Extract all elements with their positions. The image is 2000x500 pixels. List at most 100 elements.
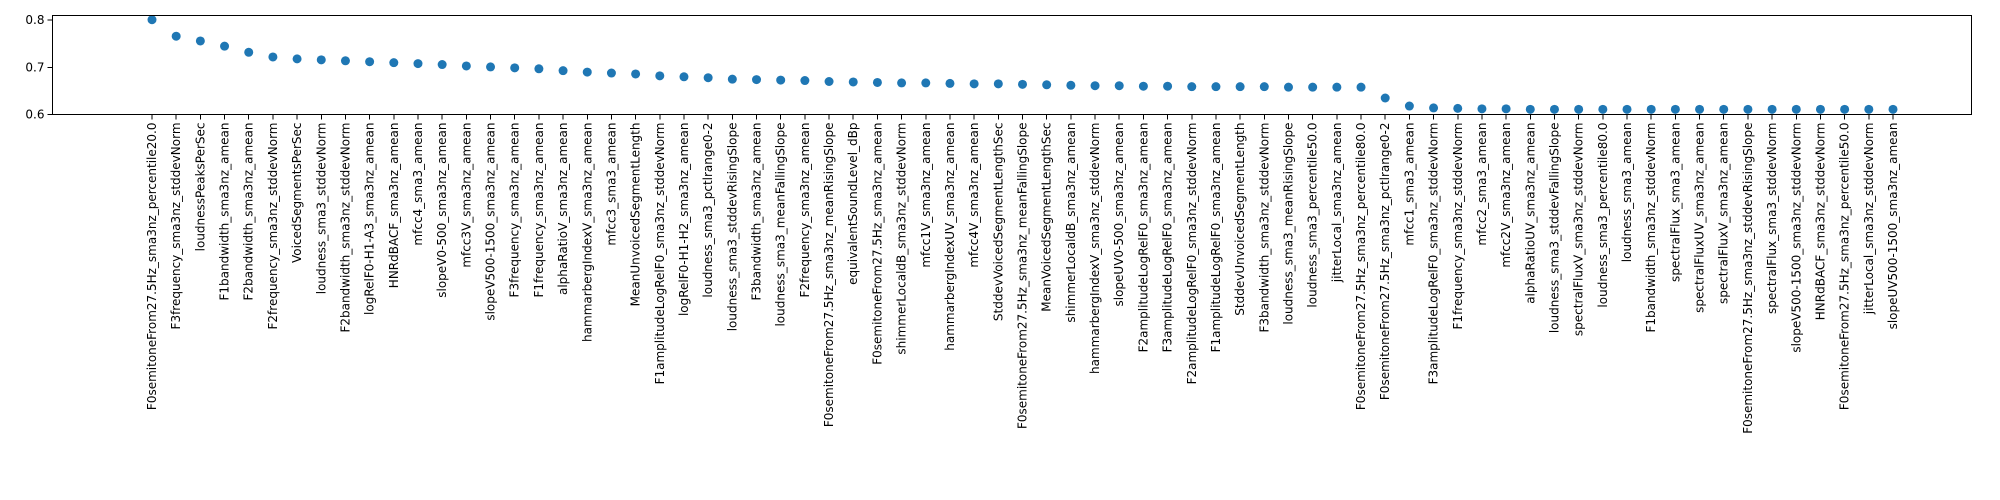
x-tick-label: loudness_sma3_pctlrange0-2	[701, 123, 715, 298]
data-point	[824, 77, 834, 86]
x-tick-label: F0semitoneFrom27.5Hz_sma3nz_percentile80…	[1354, 123, 1368, 411]
x-tick-label: F1bandwidth_sma3nz_amean	[218, 123, 232, 301]
data-point	[1211, 82, 1221, 92]
data-point	[1646, 104, 1656, 114]
x-tick-label: mfcc3V_sma3nz_amean	[459, 123, 473, 268]
x-tick-label: StddevUnvoicedSegmentLength	[1233, 123, 1247, 316]
x-tick-label: loudnessPeaksPerSec	[193, 123, 207, 252]
x-tick-label: mfcc1_sma3_amean	[1402, 123, 1416, 246]
data-point	[437, 60, 447, 70]
data-point	[244, 47, 254, 57]
x-tick-label: F3amplitudeLogRelF0_sma3nz_stddevNorm	[1427, 123, 1441, 385]
x-tick-label: spectralFluxUV_sma3nz_amean	[1693, 123, 1707, 313]
x-tick-label: jitterLocal_sma3nz_stddevNorm	[1862, 122, 1876, 315]
x-tick-label: mfcc1V_sma3nz_amean	[919, 123, 933, 268]
data-point	[1429, 103, 1439, 113]
data-point	[606, 68, 616, 78]
data-point	[1888, 104, 1898, 114]
data-point	[1138, 81, 1148, 91]
x-tick-label: F2bandwidth_sma3nz_stddevNorm	[338, 123, 352, 333]
x-tick-label: F0semitoneFrom27.5Hz_sma3nz_percentile50…	[1838, 123, 1852, 411]
x-tick-label: shimmerLocaldB_sma3nz_amean	[1064, 123, 1078, 323]
data-point	[703, 73, 713, 83]
x-tick-label: hammarbergIndexV_sma3nz_stddevNorm	[1088, 123, 1102, 374]
x-tick-label: HNRdBACF_sma3nz_amean	[387, 123, 401, 289]
x-tick-label: HNRdBACF_sma3nz_stddevNorm	[1813, 123, 1827, 321]
data-point	[1235, 82, 1245, 92]
x-tick-label: F0semitoneFrom27.5Hz_sma3nz_amean	[870, 123, 884, 365]
data-point	[1549, 104, 1559, 114]
x-tick-label: jitterLocal_sma3nz_amean	[1330, 123, 1344, 284]
data-point	[1042, 80, 1052, 90]
x-tick-label: equivalentSoundLevel_dBp	[846, 123, 860, 285]
x-tick-label: F3bandwidth_sma3nz_amean	[750, 123, 764, 301]
data-point	[1598, 104, 1608, 114]
data-point	[413, 59, 423, 69]
data-point	[752, 75, 762, 85]
x-tick-label: slopeUV500-1500_sma3nz_amean	[1886, 123, 1900, 330]
x-tick-label: F0semitoneFrom27.5Hz_sma3nz_pctlrange0-2	[1378, 123, 1392, 401]
data-point	[1283, 82, 1293, 92]
x-tick-label: F2amplitudeLogRelF0_sma3nz_amean	[1136, 123, 1150, 353]
x-tick-label: F0semitoneFrom27.5Hz_sma3nz_percentile20…	[145, 123, 159, 411]
x-tick-label: F2amplitudeLogRelF0_sma3nz_stddevNorm	[1185, 123, 1199, 385]
x-tick-label: loudness_sma3_amean	[1620, 123, 1634, 263]
data-point	[1187, 82, 1197, 92]
data-point	[800, 76, 810, 86]
x-tick-label: slopeV0-500_sma3nz_amean	[435, 122, 449, 297]
x-tick-label: F0semitoneFrom27.5Hz_sma3nz_stddevRising…	[1741, 122, 1755, 433]
x-tick-label: F2frequency_sma3nz_amean	[798, 123, 812, 298]
x-tick-label: loudness_sma3_meanRisingSlope	[1281, 123, 1295, 325]
x-tick-label: F1frequency_sma3nz_stddevNorm	[1451, 123, 1465, 330]
x-tick-label: StddevVoicedSegmentLengthSec	[991, 123, 1005, 322]
x-tick-label: F3frequency_sma3nz_stddevNorm	[169, 122, 183, 329]
x-tick-label: logRelF0-H1-H2_sma3nz_amean	[677, 123, 691, 317]
x-tick-label: logRelF0-H1-A3_sma3nz_amean	[363, 123, 377, 315]
x-tick-label: F2bandwidth_sma3nz_amean	[242, 123, 256, 301]
data-point	[510, 63, 520, 73]
y-tick-label: 0.8	[25, 13, 44, 27]
data-point	[1815, 104, 1825, 114]
data-point	[220, 41, 230, 51]
data-point	[340, 56, 350, 66]
data-point	[534, 64, 544, 74]
data-point	[1840, 104, 1850, 114]
x-tick-label: F2frequency_sma3nz_stddevNorm	[266, 123, 280, 330]
x-tick-label: spectralFluxV_sma3nz_stddevNorm	[1572, 123, 1586, 337]
x-tick-label: hammarbergIndexV_sma3nz_amean	[580, 123, 594, 342]
data-point	[1453, 103, 1463, 113]
x-tick-label: F1amplitudeLogRelF0_sma3nz_amean	[1209, 123, 1223, 353]
x-tick-label: MeanVoicedSegmentLengthSec	[1040, 123, 1054, 312]
data-point	[1308, 82, 1318, 92]
x-tick-label: mfcc2_sma3_amean	[1475, 123, 1489, 246]
x-tick-label: VoicedSegmentsPerSec	[290, 123, 304, 264]
data-point	[1114, 81, 1124, 91]
x-tick-label: mfcc4V_sma3nz_amean	[967, 123, 981, 268]
data-point	[631, 69, 641, 79]
data-point	[1332, 82, 1342, 92]
data-point	[1670, 104, 1680, 114]
x-tick-label: F3amplitudeLogRelF0_sma3nz_amean	[1161, 123, 1175, 353]
data-point	[558, 66, 568, 76]
plot-frame	[52, 15, 1972, 115]
data-point	[1719, 104, 1729, 114]
data-point	[1356, 82, 1366, 92]
data-point	[969, 79, 979, 89]
data-point	[945, 78, 955, 88]
x-tick-label: mfcc4_sma3_amean	[411, 122, 425, 245]
data-point	[1695, 104, 1705, 114]
data-point	[316, 55, 326, 65]
data-point	[292, 54, 302, 64]
data-point	[872, 77, 882, 87]
x-tick-label: F0semitoneFrom27.5Hz_sma3nz_meanRisingSl…	[822, 123, 836, 428]
x-tick-label: loudness_sma3_stddevRisingSlope	[725, 123, 739, 332]
data-point	[195, 36, 205, 46]
x-tick-label: spectralFlux_sma3_stddevNorm	[1765, 123, 1779, 314]
y-tick-label: 0.6	[25, 108, 44, 122]
data-point	[1622, 104, 1632, 114]
data-points	[147, 15, 1898, 114]
data-point	[1767, 104, 1777, 114]
data-point	[1090, 81, 1100, 91]
y-axis: 0.6 0.7 0.8	[25, 13, 53, 122]
